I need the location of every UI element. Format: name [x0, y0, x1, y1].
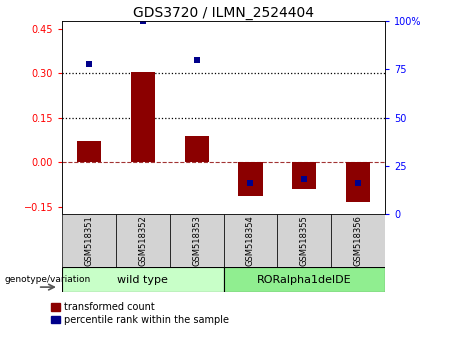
Text: GSM518355: GSM518355	[300, 215, 309, 266]
Legend: transformed count, percentile rank within the sample: transformed count, percentile rank withi…	[51, 302, 229, 325]
Text: GSM518353: GSM518353	[192, 215, 201, 266]
Bar	[346, 162, 370, 202]
Text: GSM518352: GSM518352	[138, 215, 148, 266]
Text: GSM518351: GSM518351	[85, 215, 94, 266]
Text: RORalpha1delDE: RORalpha1delDE	[257, 275, 352, 285]
Bar	[238, 162, 263, 196]
Bar	[116, 214, 170, 267]
Bar	[278, 214, 331, 267]
Bar	[62, 214, 116, 267]
Bar	[77, 142, 101, 162]
Text: GSM518354: GSM518354	[246, 215, 255, 266]
Bar	[62, 267, 224, 292]
Bar	[292, 162, 316, 189]
Title: GDS3720 / ILMN_2524404: GDS3720 / ILMN_2524404	[133, 6, 314, 20]
Bar	[331, 214, 385, 267]
Bar	[170, 214, 224, 267]
Bar	[184, 136, 209, 162]
Bar	[131, 72, 155, 162]
Text: genotype/variation: genotype/variation	[5, 275, 91, 284]
Text: GSM518356: GSM518356	[354, 215, 362, 266]
Bar	[224, 214, 278, 267]
Text: wild type: wild type	[118, 275, 168, 285]
Bar	[224, 267, 385, 292]
